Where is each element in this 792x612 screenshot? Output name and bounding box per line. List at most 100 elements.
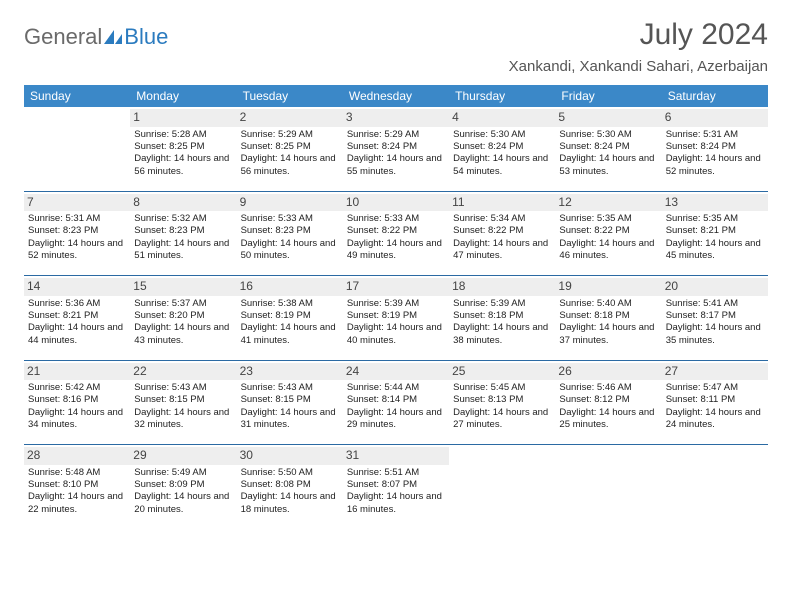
day-cell	[662, 445, 768, 529]
daylight-line: Daylight: 14 hours and 50 minutes.	[241, 238, 339, 263]
sunset-line: Sunset: 8:21 PM	[666, 225, 764, 237]
daylight-line: Daylight: 14 hours and 55 minutes.	[347, 153, 445, 178]
sunset-line: Sunset: 8:17 PM	[666, 310, 764, 322]
day-cell: 26Sunrise: 5:46 AMSunset: 8:12 PMDayligh…	[555, 361, 661, 445]
sunset-line: Sunset: 8:25 PM	[241, 141, 339, 153]
sunrise-line: Sunrise: 5:38 AM	[241, 298, 339, 310]
daylight-line: Daylight: 14 hours and 31 minutes.	[241, 407, 339, 432]
daylight-line: Daylight: 14 hours and 24 minutes.	[666, 407, 764, 432]
day-cell: 21Sunrise: 5:42 AMSunset: 8:16 PMDayligh…	[24, 361, 130, 445]
day-cell: 19Sunrise: 5:40 AMSunset: 8:18 PMDayligh…	[555, 276, 661, 360]
day-cell: 3Sunrise: 5:29 AMSunset: 8:24 PMDaylight…	[343, 107, 449, 191]
header: General Blue July 2024 Xankandi, Xankand…	[24, 18, 768, 75]
day-cell	[555, 445, 661, 529]
day-header-row: SundayMondayTuesdayWednesdayThursdayFrid…	[24, 85, 768, 107]
day-cell: 22Sunrise: 5:43 AMSunset: 8:15 PMDayligh…	[130, 361, 236, 445]
day-number: 30	[237, 447, 343, 465]
day-cell: 8Sunrise: 5:32 AMSunset: 8:23 PMDaylight…	[130, 192, 236, 276]
daylight-line: Daylight: 14 hours and 47 minutes.	[453, 238, 551, 263]
day-number: 19	[555, 278, 661, 296]
day-number: 16	[237, 278, 343, 296]
week-row: 21Sunrise: 5:42 AMSunset: 8:16 PMDayligh…	[24, 361, 768, 445]
daylight-line: Daylight: 14 hours and 20 minutes.	[134, 491, 232, 516]
daylight-line: Daylight: 14 hours and 56 minutes.	[134, 153, 232, 178]
week-row: 1Sunrise: 5:28 AMSunset: 8:25 PMDaylight…	[24, 107, 768, 191]
sunrise-line: Sunrise: 5:48 AM	[28, 467, 126, 479]
daylight-line: Daylight: 14 hours and 54 minutes.	[453, 153, 551, 178]
day-cell: 23Sunrise: 5:43 AMSunset: 8:15 PMDayligh…	[237, 361, 343, 445]
sunrise-line: Sunrise: 5:42 AM	[28, 382, 126, 394]
daylight-line: Daylight: 14 hours and 22 minutes.	[28, 491, 126, 516]
day-header: Saturday	[662, 85, 768, 107]
daylight-line: Daylight: 14 hours and 32 minutes.	[134, 407, 232, 432]
sunset-line: Sunset: 8:16 PM	[28, 394, 126, 406]
day-cell: 1Sunrise: 5:28 AMSunset: 8:25 PMDaylight…	[130, 107, 236, 191]
day-number: 31	[343, 447, 449, 465]
logo-text-general: General	[24, 24, 102, 50]
sunset-line: Sunset: 8:22 PM	[453, 225, 551, 237]
sunset-line: Sunset: 8:25 PM	[134, 141, 232, 153]
sunrise-line: Sunrise: 5:37 AM	[134, 298, 232, 310]
sunset-line: Sunset: 8:24 PM	[666, 141, 764, 153]
day-cell: 11Sunrise: 5:34 AMSunset: 8:22 PMDayligh…	[449, 192, 555, 276]
sunset-line: Sunset: 8:07 PM	[347, 479, 445, 491]
day-header: Sunday	[24, 85, 130, 107]
sunrise-line: Sunrise: 5:28 AM	[134, 129, 232, 141]
week-row: 14Sunrise: 5:36 AMSunset: 8:21 PMDayligh…	[24, 276, 768, 360]
daylight-line: Daylight: 14 hours and 46 minutes.	[559, 238, 657, 263]
month-title: July 2024	[509, 18, 768, 52]
day-number: 22	[130, 363, 236, 381]
daylight-line: Daylight: 14 hours and 35 minutes.	[666, 322, 764, 347]
day-cell: 13Sunrise: 5:35 AMSunset: 8:21 PMDayligh…	[662, 192, 768, 276]
day-cell: 5Sunrise: 5:30 AMSunset: 8:24 PMDaylight…	[555, 107, 661, 191]
day-cell: 12Sunrise: 5:35 AMSunset: 8:22 PMDayligh…	[555, 192, 661, 276]
sunrise-line: Sunrise: 5:30 AM	[453, 129, 551, 141]
sunrise-line: Sunrise: 5:39 AM	[347, 298, 445, 310]
daylight-line: Daylight: 14 hours and 43 minutes.	[134, 322, 232, 347]
sunrise-line: Sunrise: 5:35 AM	[559, 213, 657, 225]
daylight-line: Daylight: 14 hours and 34 minutes.	[28, 407, 126, 432]
sunset-line: Sunset: 8:11 PM	[666, 394, 764, 406]
sunset-line: Sunset: 8:23 PM	[134, 225, 232, 237]
sunrise-line: Sunrise: 5:43 AM	[134, 382, 232, 394]
day-cell: 4Sunrise: 5:30 AMSunset: 8:24 PMDaylight…	[449, 107, 555, 191]
location-text: Xankandi, Xankandi Sahari, Azerbaijan	[509, 58, 768, 75]
day-cell: 29Sunrise: 5:49 AMSunset: 8:09 PMDayligh…	[130, 445, 236, 529]
day-cell: 10Sunrise: 5:33 AMSunset: 8:22 PMDayligh…	[343, 192, 449, 276]
day-number: 12	[555, 194, 661, 212]
day-number: 18	[449, 278, 555, 296]
day-number: 5	[555, 109, 661, 127]
sunrise-line: Sunrise: 5:44 AM	[347, 382, 445, 394]
day-cell: 24Sunrise: 5:44 AMSunset: 8:14 PMDayligh…	[343, 361, 449, 445]
day-cell: 2Sunrise: 5:29 AMSunset: 8:25 PMDaylight…	[237, 107, 343, 191]
day-number: 6	[662, 109, 768, 127]
day-header: Thursday	[449, 85, 555, 107]
sunset-line: Sunset: 8:24 PM	[347, 141, 445, 153]
sunset-line: Sunset: 8:24 PM	[559, 141, 657, 153]
day-cell: 6Sunrise: 5:31 AMSunset: 8:24 PMDaylight…	[662, 107, 768, 191]
logo-text-blue: Blue	[124, 24, 168, 50]
day-cell: 17Sunrise: 5:39 AMSunset: 8:19 PMDayligh…	[343, 276, 449, 360]
sunrise-line: Sunrise: 5:39 AM	[453, 298, 551, 310]
sunset-line: Sunset: 8:23 PM	[28, 225, 126, 237]
day-number: 4	[449, 109, 555, 127]
daylight-line: Daylight: 14 hours and 51 minutes.	[134, 238, 232, 263]
daylight-line: Daylight: 14 hours and 16 minutes.	[347, 491, 445, 516]
logo: General Blue	[24, 18, 168, 50]
sunrise-line: Sunrise: 5:29 AM	[347, 129, 445, 141]
day-number: 9	[237, 194, 343, 212]
day-number: 28	[24, 447, 130, 465]
day-number: 7	[24, 194, 130, 212]
day-number: 11	[449, 194, 555, 212]
daylight-line: Daylight: 14 hours and 44 minutes.	[28, 322, 126, 347]
sunrise-line: Sunrise: 5:33 AM	[241, 213, 339, 225]
week-row: 28Sunrise: 5:48 AMSunset: 8:10 PMDayligh…	[24, 445, 768, 529]
sunset-line: Sunset: 8:10 PM	[28, 479, 126, 491]
day-header: Tuesday	[237, 85, 343, 107]
sunrise-line: Sunrise: 5:32 AM	[134, 213, 232, 225]
daylight-line: Daylight: 14 hours and 18 minutes.	[241, 491, 339, 516]
daylight-line: Daylight: 14 hours and 41 minutes.	[241, 322, 339, 347]
day-cell	[449, 445, 555, 529]
day-cell: 28 Sunrise: 5:48 AMSunset: 8:10 PMDayligh…	[24, 445, 130, 529]
day-cell: 15Sunrise: 5:37 AMSunset: 8:20 PMDayligh…	[130, 276, 236, 360]
